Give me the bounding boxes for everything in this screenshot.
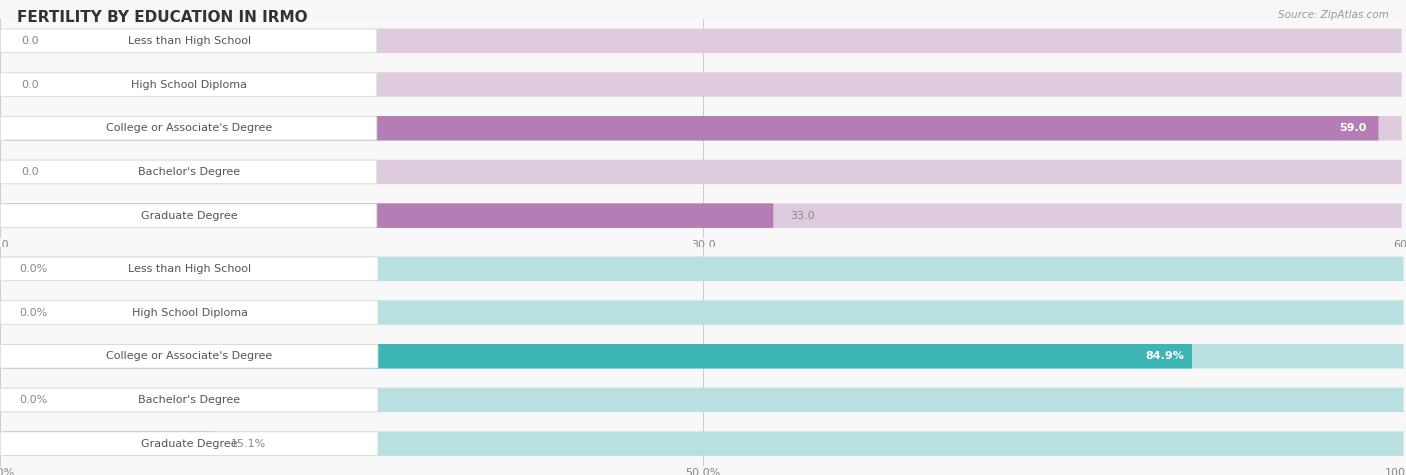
FancyBboxPatch shape [0,344,378,368]
FancyBboxPatch shape [3,149,1403,195]
FancyBboxPatch shape [0,301,378,324]
FancyBboxPatch shape [0,257,378,281]
Text: Graduate Degree: Graduate Degree [141,210,238,221]
FancyBboxPatch shape [3,300,1403,325]
FancyBboxPatch shape [1,333,1405,379]
FancyBboxPatch shape [0,160,377,184]
Text: College or Associate's Degree: College or Associate's Degree [107,123,273,133]
Text: High School Diploma: High School Diploma [132,307,247,318]
FancyBboxPatch shape [3,105,1403,151]
FancyBboxPatch shape [3,62,1403,107]
FancyBboxPatch shape [3,388,1403,412]
Text: College or Associate's Degree: College or Associate's Degree [107,351,273,361]
FancyBboxPatch shape [4,116,1378,141]
Text: 84.9%: 84.9% [1146,351,1185,361]
FancyBboxPatch shape [4,28,1402,53]
Text: Source: ZipAtlas.com: Source: ZipAtlas.com [1278,10,1389,19]
FancyBboxPatch shape [0,73,377,96]
FancyBboxPatch shape [1,421,1405,466]
FancyBboxPatch shape [0,29,377,53]
Text: Bachelor's Degree: Bachelor's Degree [138,167,240,177]
FancyBboxPatch shape [3,18,1403,64]
Text: 33.0: 33.0 [790,210,814,221]
FancyBboxPatch shape [4,203,773,228]
Text: Graduate Degree: Graduate Degree [141,438,238,449]
FancyBboxPatch shape [1,290,1405,335]
FancyBboxPatch shape [0,116,377,140]
FancyBboxPatch shape [4,203,1402,228]
Text: 0.0%: 0.0% [20,307,48,318]
FancyBboxPatch shape [0,432,378,456]
FancyBboxPatch shape [0,388,378,412]
Text: 0.0: 0.0 [21,79,39,90]
Text: FERTILITY BY EDUCATION IN IRMO: FERTILITY BY EDUCATION IN IRMO [17,10,308,25]
Text: 0.0: 0.0 [21,167,39,177]
FancyBboxPatch shape [4,116,1402,141]
Text: 0.0: 0.0 [21,36,39,46]
Text: High School Diploma: High School Diploma [131,79,247,90]
FancyBboxPatch shape [3,256,1403,281]
Text: 0.0%: 0.0% [20,264,48,274]
FancyBboxPatch shape [3,431,215,456]
FancyBboxPatch shape [3,193,1403,238]
FancyBboxPatch shape [4,72,1402,97]
FancyBboxPatch shape [4,160,1402,184]
Text: Less than High School: Less than High School [128,264,252,274]
FancyBboxPatch shape [1,377,1405,423]
Text: 0.0%: 0.0% [20,395,48,405]
FancyBboxPatch shape [3,431,1403,456]
Text: 15.1%: 15.1% [231,438,266,449]
Text: Bachelor's Degree: Bachelor's Degree [138,395,240,405]
FancyBboxPatch shape [3,344,1192,369]
FancyBboxPatch shape [0,204,377,228]
Text: Less than High School: Less than High School [128,36,250,46]
Text: 59.0: 59.0 [1339,123,1367,133]
FancyBboxPatch shape [3,344,1403,369]
FancyBboxPatch shape [1,246,1405,292]
